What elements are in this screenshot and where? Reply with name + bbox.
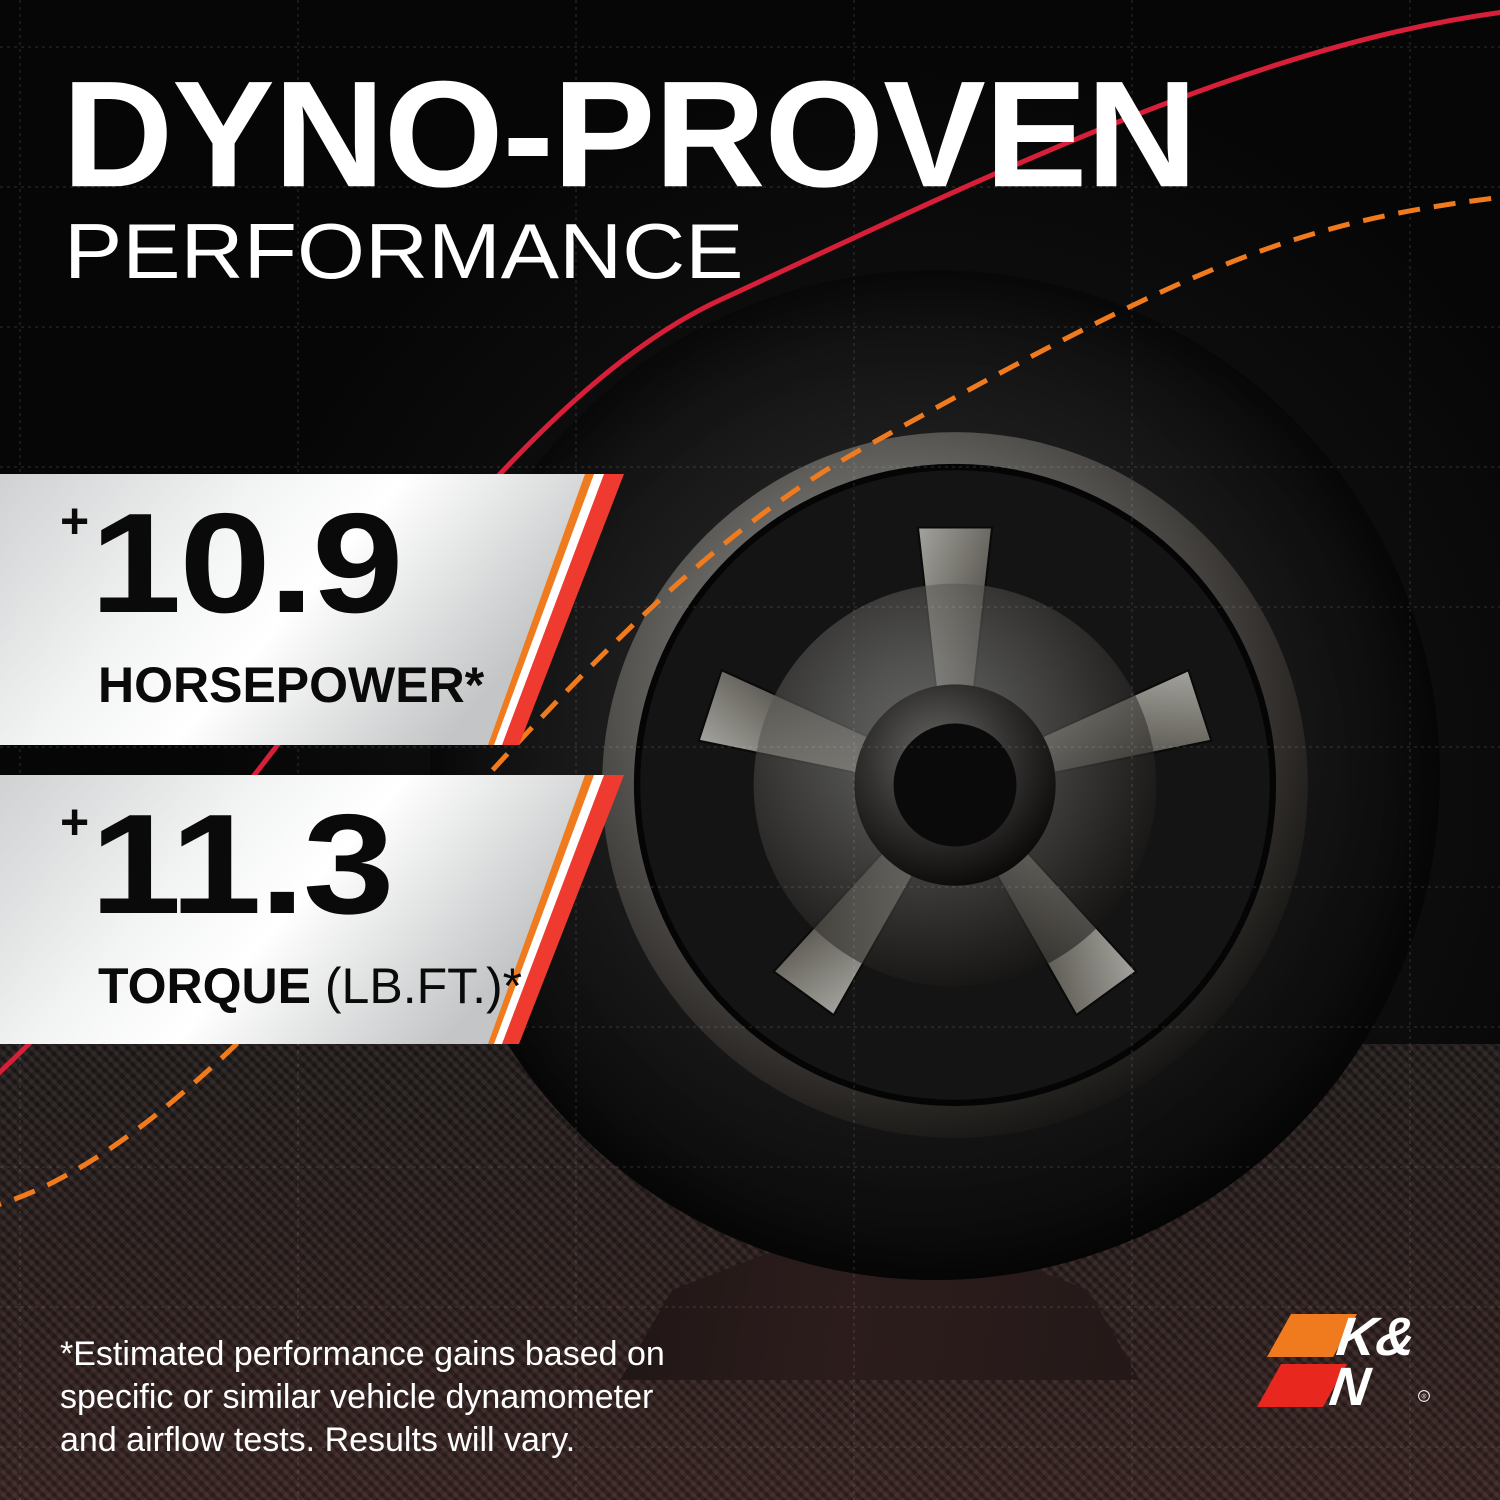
svg-text:®: ® bbox=[1422, 1392, 1427, 1400]
svg-text:N: N bbox=[1326, 1357, 1375, 1416]
